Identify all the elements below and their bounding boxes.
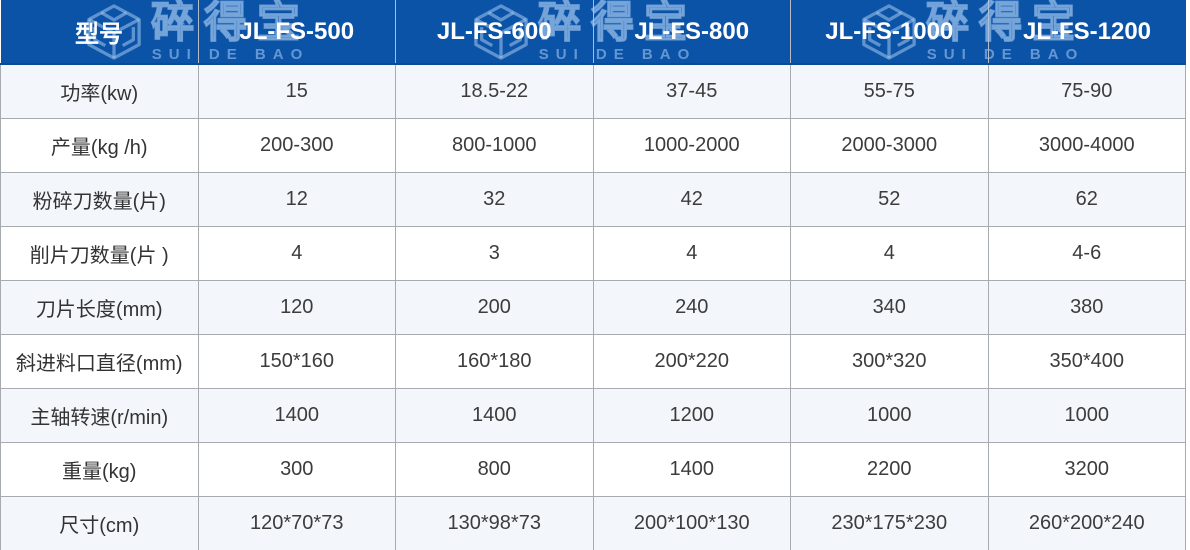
row-label: 重量(kg)	[0, 441, 199, 497]
spec-cell: 120	[197, 279, 396, 335]
spec-cell: 260*200*240	[987, 495, 1186, 550]
spec-cell: 230*175*230	[790, 495, 989, 550]
table-row: 刀片长度(mm) 120 200 240 340 380	[0, 279, 1186, 335]
model-header-jl-fs-600: JL-FS-600	[395, 0, 593, 65]
spec-cell: 200-300	[197, 117, 396, 173]
spec-cell: 800-1000	[395, 117, 594, 173]
spec-cell: 1400	[592, 441, 791, 497]
model-header-label: JL-FS-1000	[825, 17, 954, 45]
row-label: 斜进料口直径(mm)	[0, 333, 199, 389]
model-header-label: JL-FS-600	[436, 17, 552, 45]
table-row: 尺寸(cm) 120*70*73 130*98*73 200*100*130 230*1…	[0, 495, 1186, 550]
row-label: 功率(kw)	[0, 64, 199, 119]
spec-cell: 150*160	[197, 333, 396, 389]
spec-cell: 37-45	[592, 64, 791, 119]
spec-cell: 1400	[395, 387, 594, 443]
spec-cell: 4	[197, 225, 396, 281]
spec-table-body: 功率(kw) 15 18.5-22 37-45 55-75 75-90 产量(kg /h) 2…	[0, 64, 1186, 550]
spec-cell: 120*70*73	[197, 495, 396, 550]
model-header-label: JL-FS-1200	[1022, 17, 1152, 45]
row-label: 刀片长度(mm)	[0, 279, 199, 335]
model-header-jl-fs-800: JL-FS-800	[592, 0, 791, 65]
spec-cell: 130*98*73	[395, 495, 594, 550]
spec-cell: 4-6	[987, 225, 1186, 281]
spec-cell: 4	[790, 225, 989, 281]
table-row: 削片刀数量(片 ) 4 3 4 4 4-6	[0, 225, 1186, 281]
spec-cell: 55-75	[790, 64, 989, 119]
spec-cell: 800	[395, 441, 594, 497]
spec-cell: 240	[592, 279, 791, 335]
spec-cell: 200	[395, 279, 594, 335]
model-header-label: JL-FS-800	[634, 17, 750, 45]
spec-cell: 42	[592, 171, 791, 227]
spec-cell: 1000	[987, 387, 1186, 443]
model-header-label: JL-FS-500	[239, 17, 355, 45]
spec-cell: 4	[592, 225, 791, 281]
spec-cell: 3000-4000	[987, 117, 1186, 173]
model-header-label: 型号	[75, 21, 123, 48]
spec-cell: 2200	[790, 441, 989, 497]
table-row: 产量(kg /h) 200-300 800-1000 1000-2000 2000-30…	[0, 117, 1186, 173]
model-header-jl-fs-1000: JL-FS-1000	[790, 0, 988, 65]
spec-cell: 3200	[987, 441, 1186, 497]
spec-cell: 1000	[790, 387, 989, 443]
spec-cell: 75-90	[987, 64, 1186, 119]
model-header-jl-fs-1200: JL-FS-1200	[987, 0, 1186, 65]
spec-cell: 1400	[197, 387, 396, 443]
spec-table-head: 型号 JL-FS-500 JL-FS-600 JL-FS-800 JL-FS-1000…	[0, 0, 1186, 65]
spec-cell: 340	[790, 279, 989, 335]
table-row: 斜进料口直径(mm) 150*160 160*180 200*220 300*320 35…	[0, 333, 1186, 389]
table-row: 功率(kw) 15 18.5-22 37-45 55-75 75-90	[0, 64, 1186, 119]
row-label: 尺寸(cm)	[0, 495, 199, 550]
spec-cell: 1200	[592, 387, 791, 443]
spec-cell: 2000-3000	[790, 117, 989, 173]
spec-cell: 15	[197, 64, 396, 119]
spec-cell: 200*220	[592, 333, 791, 389]
row-label: 主轴转速(r/min)	[0, 387, 199, 443]
spec-cell: 160*180	[395, 333, 594, 389]
spec-cell: 1000-2000	[592, 117, 791, 173]
model-header-corner: 型号	[0, 0, 198, 65]
spec-cell: 3	[395, 225, 594, 281]
spec-cell: 300	[197, 441, 396, 497]
row-label: 削片刀数量(片 )	[0, 225, 199, 281]
row-label: 粉碎刀数量(片)	[0, 171, 199, 227]
spec-cell: 52	[790, 171, 989, 227]
spec-cell: 32	[395, 171, 594, 227]
spec-cell: 350*400	[987, 333, 1186, 389]
spec-cell: 12	[197, 171, 396, 227]
header-row: 型号 JL-FS-500 JL-FS-600 JL-FS-800 JL-FS-1000…	[0, 0, 1186, 65]
spec-cell: 18.5-22	[395, 64, 594, 119]
model-header-jl-fs-500: JL-FS-500	[197, 0, 396, 65]
spec-cell: 300*320	[790, 333, 989, 389]
spec-cell: 380	[987, 279, 1186, 335]
spec-cell: 200*100*130	[592, 495, 791, 550]
table-row: 粉碎刀数量(片) 12 32 42 52 62	[0, 171, 1186, 227]
row-label: 产量(kg /h)	[0, 117, 199, 173]
spec-cell: 62	[987, 171, 1186, 227]
table-row: 重量(kg) 300 800 1400 2200 3200	[0, 441, 1186, 497]
table-row: 主轴转速(r/min) 1400 1400 1200 1000 1000	[0, 387, 1186, 443]
